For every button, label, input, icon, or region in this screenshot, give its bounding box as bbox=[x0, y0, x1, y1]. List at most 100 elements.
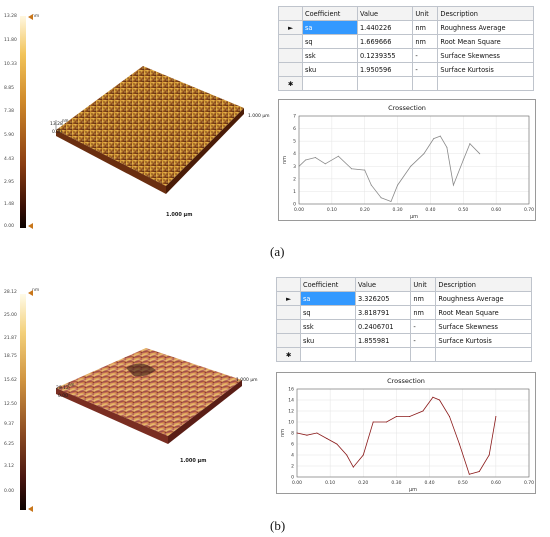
column-header[interactable]: Description bbox=[435, 277, 532, 292]
y-tick-label: 4 bbox=[291, 453, 294, 459]
cell-unit[interactable]: nm bbox=[410, 305, 437, 320]
y-tick-label: 4 bbox=[293, 151, 296, 157]
cell-unit[interactable]: nm bbox=[412, 20, 439, 35]
cell-value[interactable]: 1.669666 bbox=[356, 34, 414, 49]
cell-coefficient[interactable]: sa bbox=[302, 20, 358, 35]
crossection-data-point bbox=[314, 156, 316, 158]
cell-description[interactable]: Root Mean Square bbox=[435, 305, 532, 320]
crossection-data-point bbox=[296, 432, 298, 434]
column-header[interactable]: Value bbox=[354, 277, 412, 292]
colorbar-bottom-marker[interactable] bbox=[28, 506, 33, 512]
cell-unit[interactable]: - bbox=[410, 319, 437, 334]
surface-scale-label: 1.000 µm bbox=[180, 458, 207, 464]
cell-value[interactable]: 1.440226 bbox=[356, 20, 414, 35]
cell-description[interactable]: Surface Kurtosis bbox=[437, 62, 534, 77]
new-row-asterisk-icon[interactable]: ✱ bbox=[278, 76, 303, 91]
colorbar-top-marker[interactable] bbox=[28, 14, 33, 20]
table-row[interactable]: ► sa 3.326205 nm Roughness Average bbox=[276, 291, 532, 306]
row-selector[interactable] bbox=[276, 305, 301, 320]
cell-coefficient[interactable] bbox=[302, 76, 358, 91]
cell-unit[interactable]: - bbox=[412, 62, 439, 77]
crossection-data-point bbox=[397, 184, 399, 186]
cell-coefficient[interactable] bbox=[300, 347, 356, 362]
crossection-data-point bbox=[316, 432, 318, 434]
cell-description[interactable]: Surface Skewness bbox=[435, 319, 532, 334]
table-row[interactable]: sku 1.950596 - Surface Kurtosis bbox=[278, 62, 534, 77]
cell-value[interactable]: 1.950596 bbox=[356, 62, 414, 77]
cell-coefficient[interactable]: ssk bbox=[300, 319, 356, 334]
colorbar-tick: 7.38 bbox=[4, 109, 15, 114]
row-selector[interactable] bbox=[278, 62, 303, 77]
cell-coefficient[interactable]: sq bbox=[302, 34, 358, 49]
crossection-data-point bbox=[488, 454, 490, 456]
row-selector[interactable] bbox=[278, 48, 303, 63]
cell-unit[interactable] bbox=[412, 76, 439, 91]
colorbar-bottom-marker[interactable] bbox=[28, 223, 33, 229]
surface-z-zero: 0.00 bbox=[52, 130, 63, 135]
cell-coefficient[interactable]: sku bbox=[300, 333, 356, 348]
colorbar-tick: 4.43 bbox=[4, 157, 15, 162]
cell-description[interactable]: Roughness Average bbox=[437, 20, 534, 35]
colorbar-tick: 21.87 bbox=[4, 336, 17, 341]
cell-coefficient[interactable]: sku bbox=[302, 62, 358, 77]
current-row-indicator-icon[interactable]: ► bbox=[278, 20, 303, 35]
cell-unit[interactable]: nm bbox=[412, 34, 439, 49]
y-tick-label: 6 bbox=[291, 442, 294, 448]
cell-value[interactable] bbox=[356, 76, 414, 91]
current-row-indicator-icon[interactable]: ► bbox=[276, 291, 301, 306]
y-tick-label: 6 bbox=[293, 126, 296, 132]
cell-description[interactable] bbox=[437, 76, 534, 91]
table-row[interactable]: sq 1.669666 nm Root Mean Square bbox=[278, 34, 534, 49]
crossection-data-point bbox=[306, 434, 308, 436]
cell-coefficient[interactable]: ssk bbox=[302, 48, 358, 63]
y-tick-label: 7 bbox=[293, 114, 296, 120]
row-selector[interactable] bbox=[278, 34, 303, 49]
cell-value[interactable]: 1.855981 bbox=[354, 333, 412, 348]
crossection-chart-panel: Crossection 0 1 2 3 4 5 6 7 0.00 0.10 0.20 0.30 0.40… bbox=[278, 99, 536, 221]
table-new-row[interactable]: ✱ bbox=[276, 347, 532, 362]
height-colorbar bbox=[20, 16, 26, 228]
surface-front-side bbox=[56, 130, 166, 194]
colorbar-unit: nm bbox=[32, 288, 40, 293]
cell-value[interactable]: 3.818791 bbox=[354, 305, 412, 320]
surface-z-unit: nm bbox=[68, 382, 75, 387]
table-row[interactable]: sq 3.818791 nm Root Mean Square bbox=[276, 305, 532, 320]
cell-unit[interactable]: - bbox=[410, 333, 437, 348]
y-tick-label: 2 bbox=[291, 464, 294, 470]
colorbar-top-marker[interactable] bbox=[28, 290, 33, 296]
column-header[interactable]: Unit bbox=[410, 277, 437, 292]
row-selector[interactable] bbox=[276, 319, 301, 334]
cell-unit[interactable]: - bbox=[412, 48, 439, 63]
column-header[interactable]: Unit bbox=[412, 6, 439, 21]
column-header[interactable]: Coefficient bbox=[300, 277, 356, 292]
roughness-table[interactable]: Coefficient Value Unit Description ► sa … bbox=[278, 6, 534, 91]
cell-description[interactable]: Surface Skewness bbox=[437, 48, 534, 63]
panel-a: nm 13.28 11.80 10.33 8.85 7.38 5.90 4.43… bbox=[0, 0, 550, 268]
cell-value[interactable] bbox=[354, 347, 412, 362]
row-selector[interactable] bbox=[276, 333, 301, 348]
column-header[interactable]: Value bbox=[356, 6, 414, 21]
cell-value[interactable]: 0.2406701 bbox=[354, 319, 412, 334]
table-row[interactable]: ssk 0.2406701 - Surface Skewness bbox=[276, 319, 532, 334]
table-new-row[interactable]: ✱ bbox=[278, 76, 534, 91]
column-header[interactable]: Description bbox=[437, 6, 534, 21]
cell-unit[interactable]: nm bbox=[410, 291, 437, 306]
cell-unit[interactable] bbox=[410, 347, 437, 362]
new-row-asterisk-icon[interactable]: ✱ bbox=[276, 347, 301, 362]
table-row[interactable]: sku 1.855981 - Surface Kurtosis bbox=[276, 333, 532, 348]
column-header[interactable]: Coefficient bbox=[302, 6, 358, 21]
colorbar-tick: 6.25 bbox=[4, 442, 15, 447]
table-header-row: Coefficient Value Unit Description bbox=[276, 277, 532, 292]
table-row[interactable]: ssk 0.1239355 - Surface Skewness bbox=[278, 48, 534, 63]
crossection-data-point bbox=[469, 143, 471, 145]
cell-coefficient[interactable]: sa bbox=[300, 291, 356, 306]
roughness-table[interactable]: Coefficient Value Unit Description ► sa … bbox=[276, 277, 532, 362]
cell-description[interactable]: Root Mean Square bbox=[437, 34, 534, 49]
cell-description[interactable]: Roughness Average bbox=[435, 291, 532, 306]
cell-value[interactable]: 0.1239355 bbox=[356, 48, 414, 63]
cell-coefficient[interactable]: sq bbox=[300, 305, 356, 320]
cell-description[interactable]: Surface Kurtosis bbox=[435, 333, 532, 348]
table-row[interactable]: ► sa 1.440226 nm Roughness Average bbox=[278, 20, 534, 35]
cell-description[interactable] bbox=[435, 347, 532, 362]
cell-value[interactable]: 3.326205 bbox=[354, 291, 412, 306]
